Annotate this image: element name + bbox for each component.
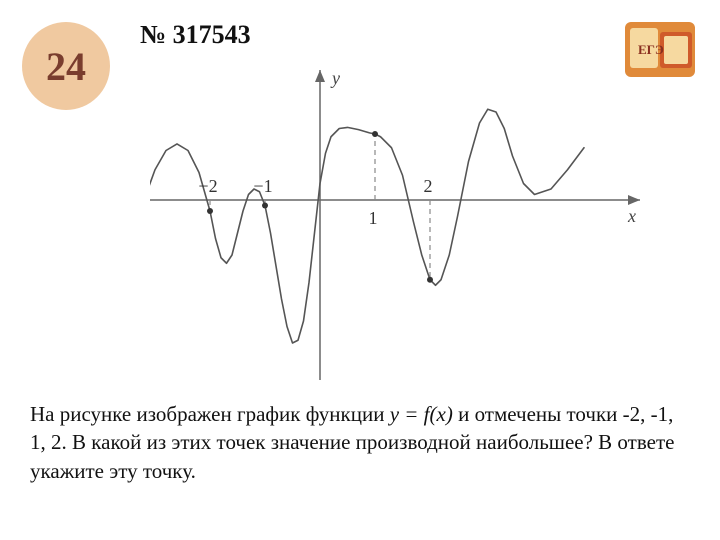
function-chart: y x −2 −1 1 2 [150,60,650,385]
question-fx: y = f(x) [390,402,453,426]
svg-text:ЕГЭ: ЕГЭ [638,42,664,57]
problem-id: № 317543 [140,20,251,50]
question-part-1: На рисунке изображен график функции [30,402,390,426]
svg-text:2: 2 [424,176,433,196]
slide-number: 24 [46,43,86,90]
slide-number-badge: 24 [22,22,110,110]
svg-text:−2: −2 [198,176,217,196]
svg-text:y: y [330,68,340,88]
svg-text:1: 1 [369,208,378,228]
svg-text:−1: −1 [253,176,272,196]
svg-text:x: x [627,206,636,226]
question-text: На рисунке изображен график функции y = … [30,400,690,485]
chart-svg: y x −2 −1 1 2 [150,60,650,380]
